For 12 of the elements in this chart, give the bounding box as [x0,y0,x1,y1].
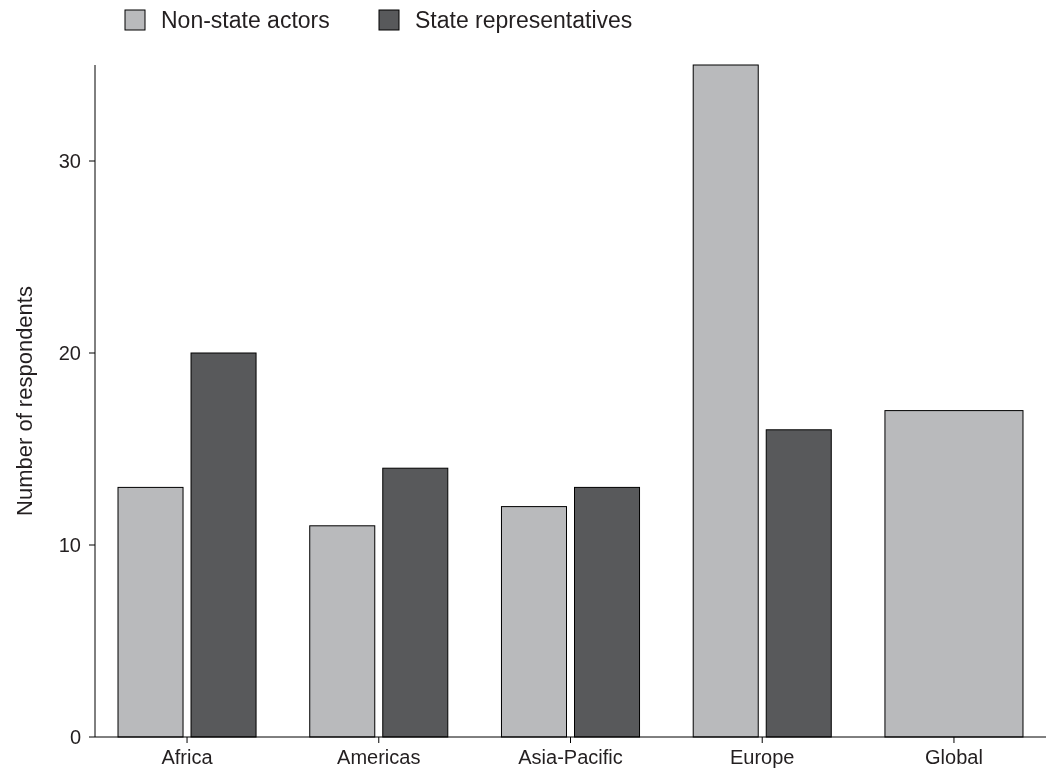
y-axis-title: Number of respondents [12,286,37,516]
legend-label: Non-state actors [161,7,330,34]
y-tick-label: 20 [58,342,81,364]
y-tick-label: 30 [58,150,81,172]
y-tick-label: 10 [58,534,81,556]
x-tick-label: Asia-Pacific [518,746,623,768]
y-tick-label: 0 [69,726,81,748]
x-tick-label: Africa [161,746,214,768]
x-tick-label: Europe [729,746,795,768]
x-tick-label: Americas [337,746,421,768]
x-tick-label: Global [925,746,983,768]
legend-label: State representatives [415,7,633,34]
